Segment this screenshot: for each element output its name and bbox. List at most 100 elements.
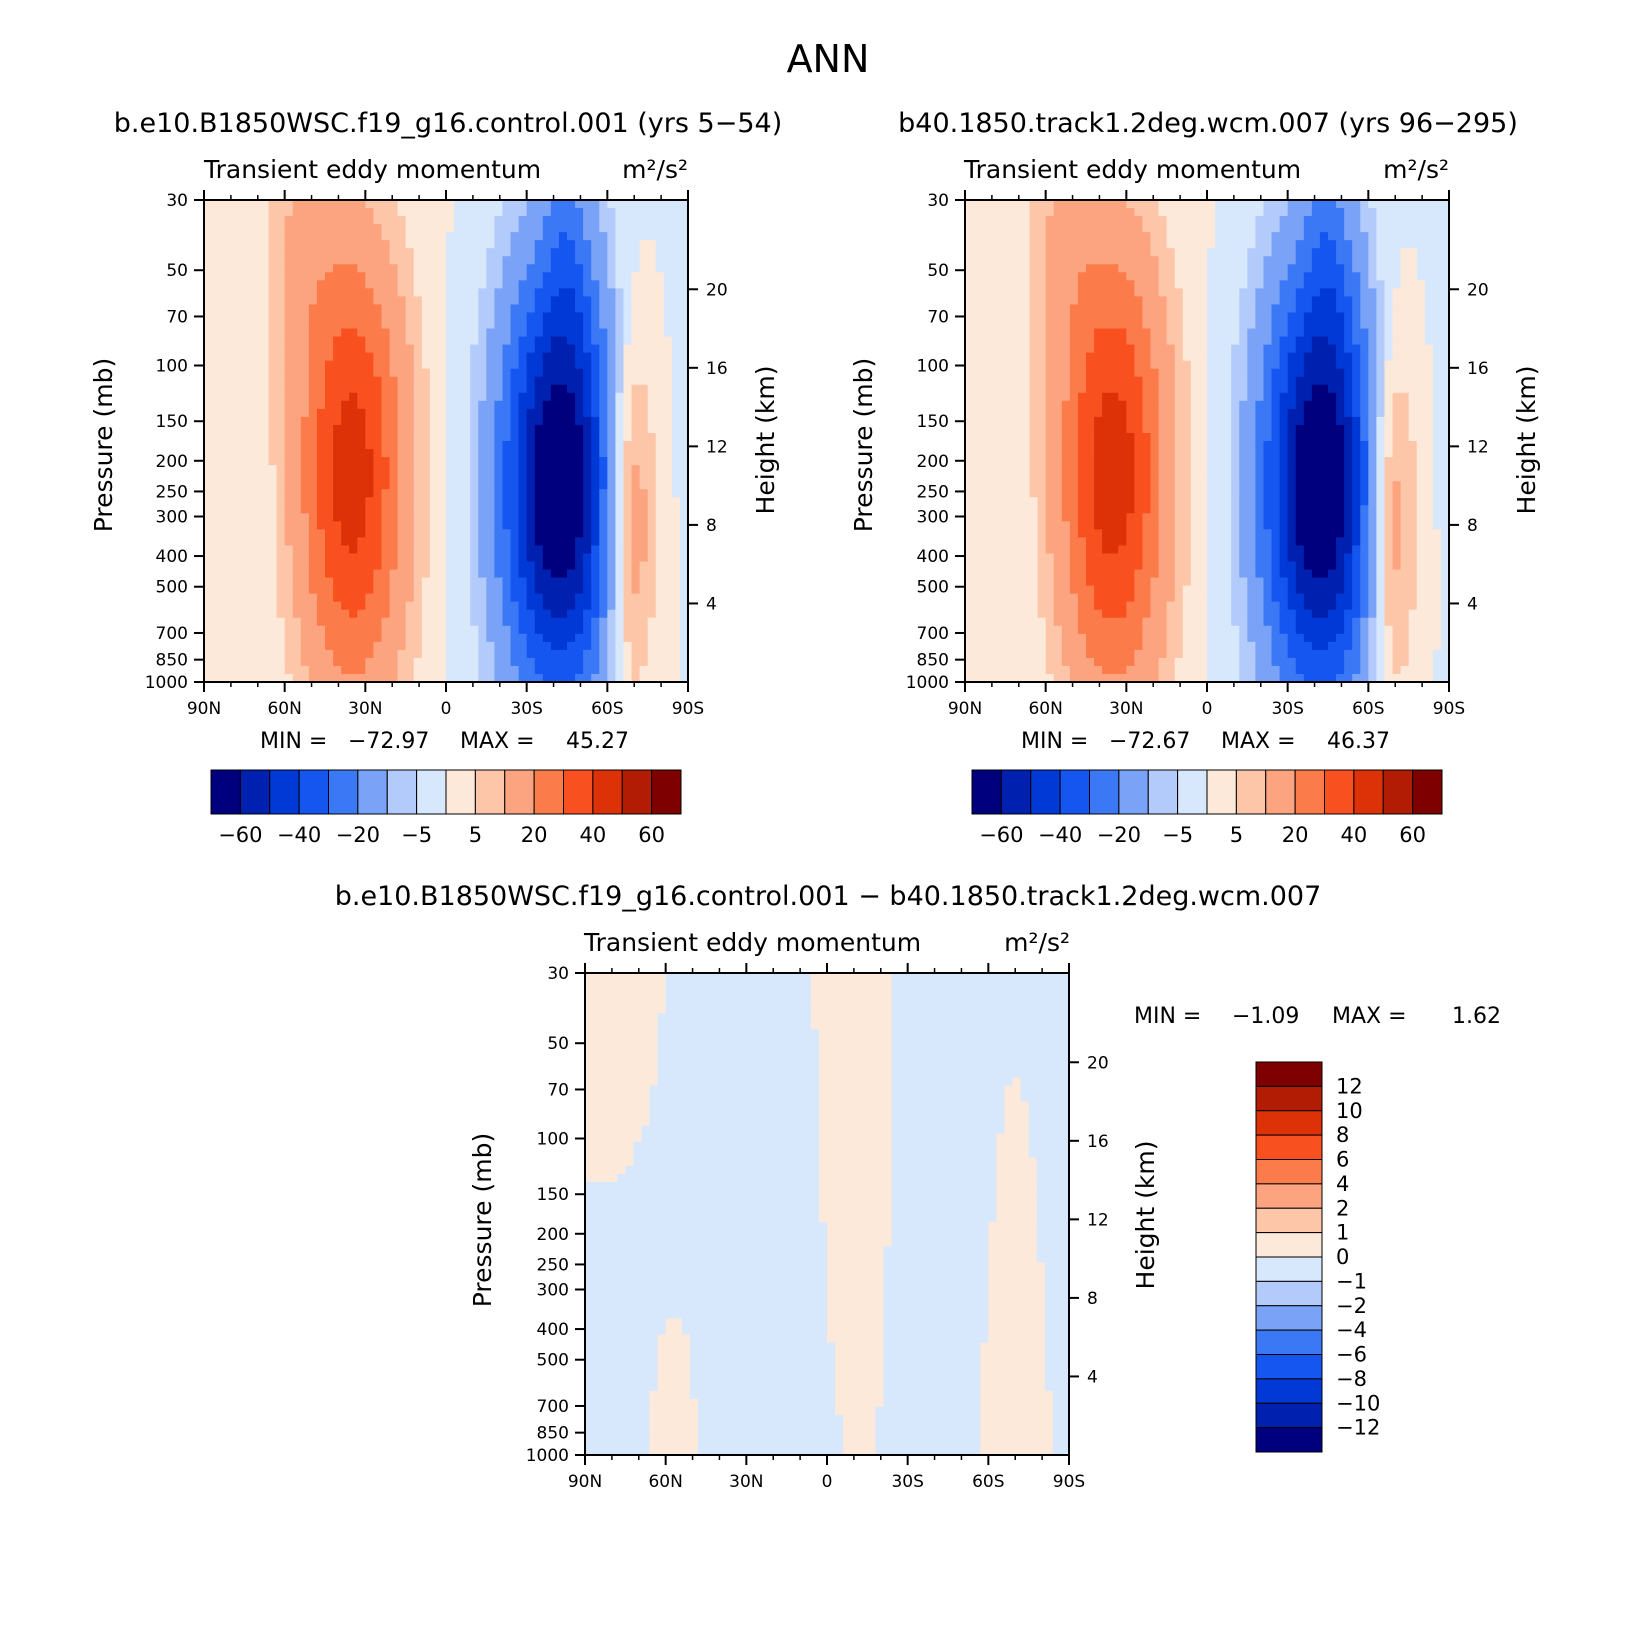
contour-cell: [268, 649, 278, 659]
contour-cell: [268, 376, 278, 386]
contour-cell: [1247, 248, 1256, 257]
contour-cell: [333, 256, 342, 265]
contour-cell: [252, 424, 262, 434]
contour-cell: [220, 513, 229, 522]
contour-cell: [542, 320, 552, 330]
contour-cell: [308, 216, 318, 225]
contour-cell: [1392, 328, 1402, 338]
contour-cell: [220, 352, 229, 362]
contour-cell: [607, 224, 616, 233]
contour-cell: [284, 649, 294, 659]
contour-cell: [599, 360, 608, 370]
contour-cell: [1440, 328, 1450, 338]
contour-cell: [1223, 280, 1232, 289]
contour-cell: [1432, 336, 1442, 346]
contour-cell: [510, 553, 520, 563]
contour-cell: [1223, 256, 1232, 265]
contour-cell: [429, 344, 439, 354]
contour-cell: [486, 256, 495, 265]
contour-cell: [1328, 312, 1337, 322]
contour-cell: [1223, 328, 1232, 338]
contour-cell: [534, 513, 544, 522]
contour-cell: [284, 553, 294, 563]
contour-cell: [421, 320, 431, 330]
contour-cell: [381, 569, 391, 579]
contour-cell: [341, 216, 350, 225]
contour-cell: [204, 641, 213, 651]
contour-cell: [333, 641, 342, 651]
contour-cell: [349, 432, 358, 442]
contour-cell: [550, 288, 560, 297]
contour-cell: [647, 376, 657, 386]
contour-cell: [1021, 224, 1031, 233]
contour-cell: [292, 449, 302, 458]
contour-cell: [631, 593, 641, 603]
contour-cell: [502, 505, 512, 514]
contour-cell: [413, 296, 423, 306]
contour-cell: [542, 288, 552, 297]
contour-cell: [405, 465, 415, 474]
contour-cell: [518, 441, 528, 450]
contour-cell: [1061, 360, 1071, 370]
contour-cell: [989, 200, 998, 209]
contour-cell: [567, 208, 576, 217]
contour-cell: [558, 505, 568, 514]
contour-cell: [526, 200, 536, 209]
contour-cell: [558, 513, 568, 522]
contour-cell: [1102, 240, 1111, 249]
contour-cell: [591, 673, 600, 683]
contour-cell: [381, 400, 391, 410]
contour-cell: [1279, 304, 1289, 314]
contour-cell: [341, 641, 350, 651]
contour-cell: [1142, 240, 1152, 249]
contour-cell: [965, 288, 974, 297]
contour-cell: [1392, 272, 1402, 281]
contour-cell: [599, 441, 608, 450]
contour-cell: [478, 593, 487, 603]
contour-cell: [583, 569, 592, 579]
contour-cell: [1069, 336, 1079, 346]
contour-cell: [502, 264, 512, 273]
contour-cell: [292, 617, 302, 627]
contour-cell: [1319, 336, 1329, 346]
contour-cell: [341, 256, 350, 265]
contour-cell: [1416, 248, 1426, 257]
contour-cell: [381, 577, 391, 587]
contour-cell: [1303, 328, 1313, 338]
contour-cell: [316, 521, 326, 530]
contour-cell: [276, 577, 286, 587]
contour-cell: [1247, 344, 1256, 354]
contour-cell: [1045, 296, 1055, 306]
contour-cell: [421, 272, 431, 281]
contour-cell: [381, 529, 391, 538]
contour-cell: [284, 328, 294, 338]
contour-cell: [526, 633, 536, 643]
right-tick-label: 16: [706, 359, 728, 379]
contour-cell: [639, 473, 649, 482]
contour-cell: [228, 441, 237, 450]
contour-cell: [462, 224, 471, 233]
contour-cell: [462, 457, 471, 466]
contour-cell: [567, 408, 576, 418]
contour-cell: [1360, 272, 1369, 281]
contour-cell: [413, 416, 423, 426]
contour-cell: [292, 424, 302, 434]
contour-cell: [510, 424, 520, 434]
contour-cell: [446, 368, 455, 378]
contour-cell: [502, 481, 512, 490]
contour-cell: [526, 569, 536, 579]
contour-cell: [381, 224, 391, 233]
contour-cell: [212, 256, 221, 265]
contour-cell: [437, 264, 447, 273]
contour-cell: [1094, 200, 1103, 209]
contour-cell: [494, 280, 504, 289]
contour-cell: [429, 352, 439, 362]
contour-cell: [389, 256, 399, 265]
contour-cell: [663, 320, 673, 330]
contour-cell: [1368, 248, 1377, 257]
contour-cell: [284, 537, 294, 547]
contour-cell: [997, 224, 1006, 233]
contour-cell: [1142, 280, 1152, 289]
contour-cell: [526, 320, 536, 330]
contour-cell: [1021, 296, 1031, 306]
